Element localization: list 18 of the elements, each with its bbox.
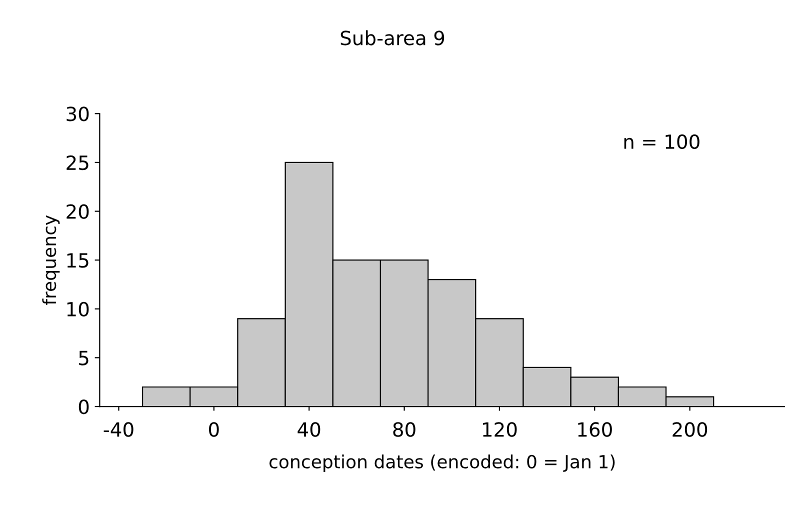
y-tick-label: 5 — [79, 350, 88, 366]
x-tick-label: 120 — [483, 422, 517, 437]
x-tick-label: 80 — [393, 422, 416, 437]
y-tick-label: 20 — [66, 204, 89, 219]
chart-title: Sub-area 9 — [340, 30, 444, 46]
x-tick-label: 0 — [209, 422, 219, 437]
y-tick-label: 0 — [78, 399, 89, 414]
x-axis-title: conception dates (encoded: 0 = Jan 1) — [269, 454, 615, 472]
x-tick-label: 200 — [672, 422, 708, 437]
annotation: n = 100 — [624, 134, 700, 150]
x-tick-label: 40 — [298, 422, 320, 437]
y-tick-label: 25 — [66, 155, 88, 170]
y-tick-label: 30 — [66, 106, 89, 122]
y-tick-label: 10 — [67, 302, 89, 317]
x-tick-label: 160 — [578, 422, 612, 437]
x-tick-label: -40 — [104, 422, 134, 437]
y-tick-label: 15 — [67, 253, 88, 268]
y-axis-title: frequency — [42, 215, 60, 305]
